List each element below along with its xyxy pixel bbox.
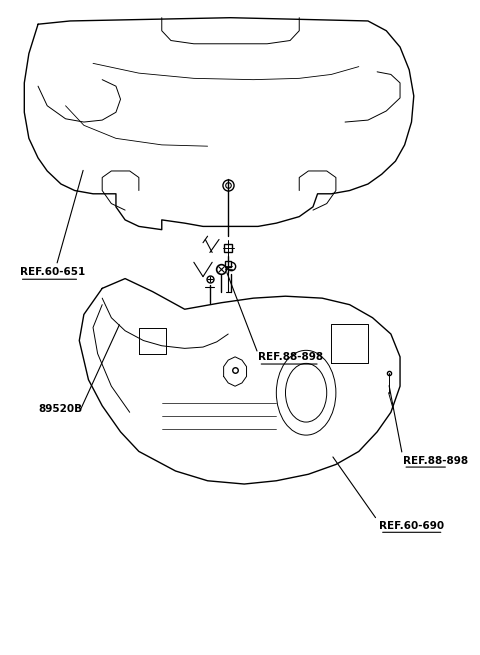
Text: REF.88-898: REF.88-898 <box>258 352 323 362</box>
Text: 89520B: 89520B <box>38 404 82 414</box>
Text: REF.60-651: REF.60-651 <box>20 267 85 277</box>
Text: REF.60-690: REF.60-690 <box>379 521 444 531</box>
Text: REF.88-898: REF.88-898 <box>403 456 468 466</box>
